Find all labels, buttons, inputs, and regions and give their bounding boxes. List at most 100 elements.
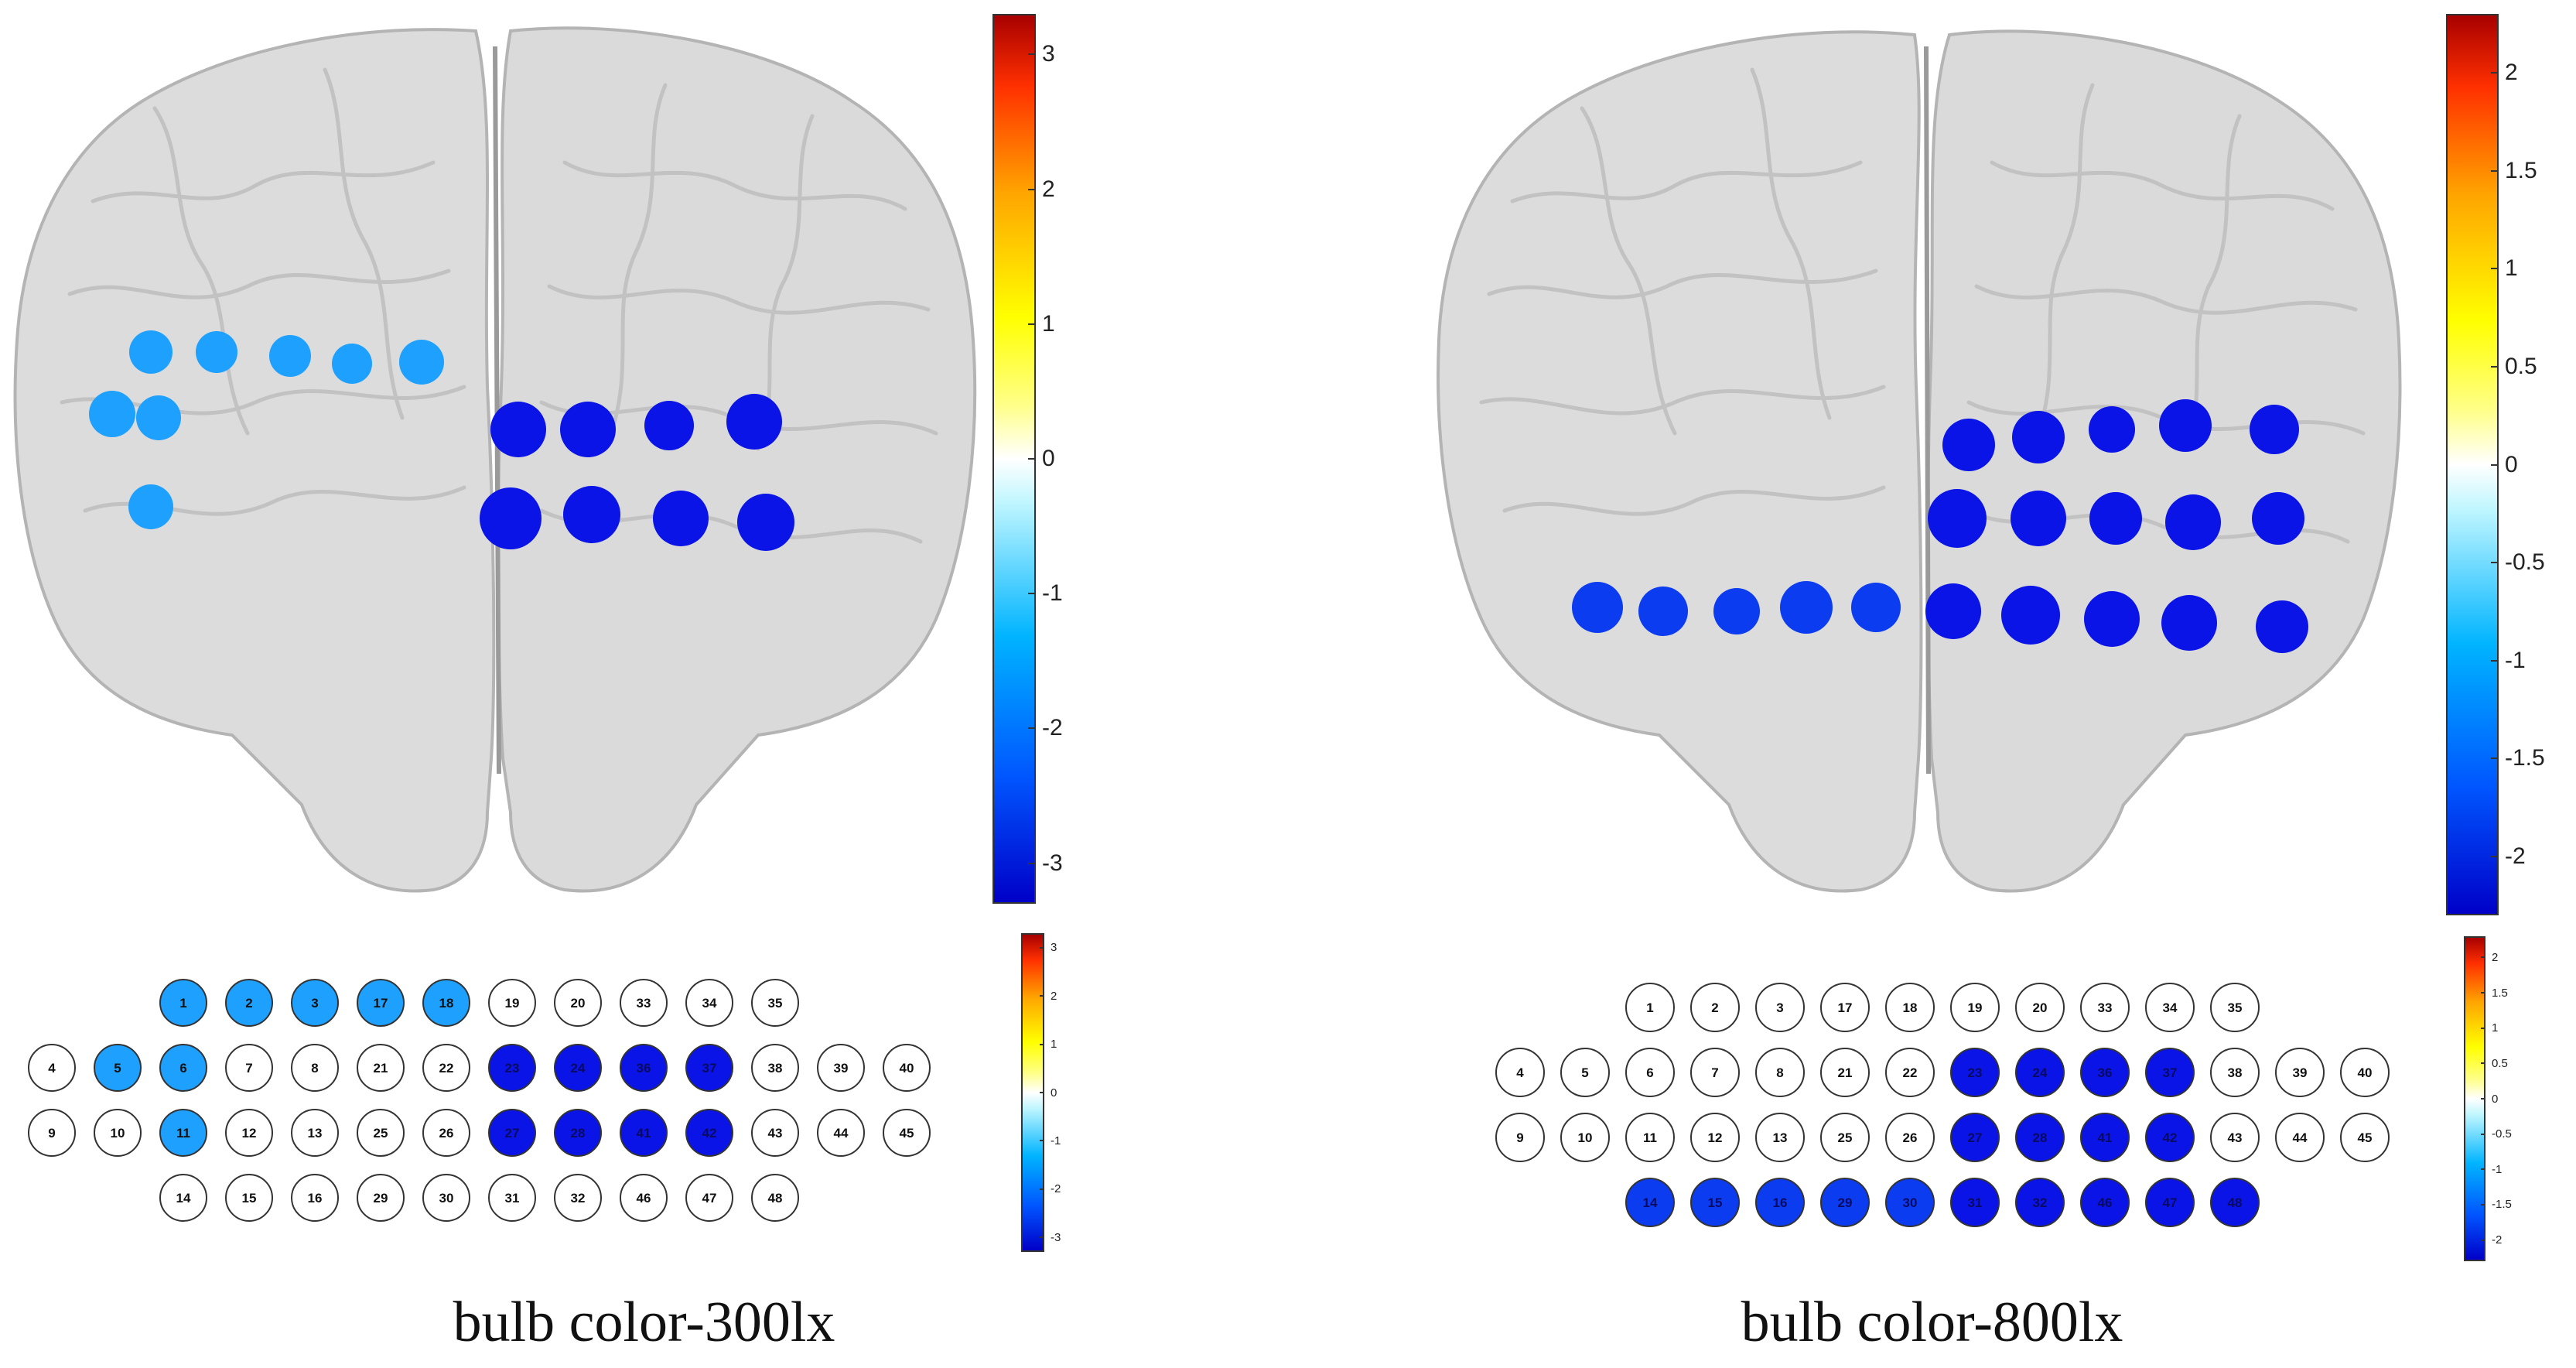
channel-26: [1885, 1113, 1935, 1162]
channel-label: 36: [2098, 1065, 2113, 1080]
channel-label: 33: [637, 996, 651, 1011]
channel-label: 26: [1903, 1130, 1918, 1145]
colorbar-tick: [1040, 1092, 1044, 1093]
channel-label: 16: [308, 1191, 323, 1206]
colorbar-tick-label: 0: [1051, 1086, 1057, 1100]
blob: [2084, 591, 2140, 647]
channel-28: [554, 1109, 602, 1157]
colorbar-tick-label: -1.5: [2505, 745, 2545, 771]
blob: [399, 340, 444, 385]
channel-33: [620, 979, 668, 1027]
channel-grid-300lx: 1 2 3 17 18 19 20 33 34 35 4 5 6 7 8 21 22 23 24 36 37 38 39 40…: [0, 0, 1288, 1315]
channel-37: [2145, 1048, 2195, 1097]
channel-29: [1820, 1178, 1870, 1227]
colorbar-tick: [1028, 53, 1036, 56]
channel-label: 44: [2293, 1130, 2308, 1145]
channel-label: 23: [1968, 1065, 1983, 1080]
channel-17: [1820, 983, 1870, 1032]
channel-3: [291, 979, 339, 1027]
channel-15: [225, 1174, 273, 1222]
colorbar-tick-label: 1: [2492, 1021, 2499, 1035]
channel-35: [751, 979, 799, 1027]
colorbar-tick: [2481, 1239, 2485, 1241]
channel-label: 45: [900, 1126, 914, 1141]
channel-label: 46: [637, 1191, 651, 1206]
colorbar-tick: [2491, 169, 2499, 172]
channel-8: [1755, 1048, 1805, 1097]
colorbar-tick: [2491, 758, 2499, 760]
colorbar-tick: [1040, 995, 1044, 997]
colorbar-tick-label: 0.5: [2505, 353, 2537, 379]
channel-1: [1625, 983, 1675, 1032]
blob: [737, 494, 794, 551]
channel-label: 19: [1968, 1000, 1983, 1015]
channel-14: [1625, 1178, 1675, 1227]
channel-1: [159, 979, 207, 1027]
channel-47: [685, 1174, 733, 1222]
channel-11: [1625, 1113, 1675, 1162]
brain-icon: [13, 26, 977, 893]
channel-label: 29: [1838, 1195, 1853, 1210]
blob: [332, 344, 372, 384]
channel-label: 34: [2163, 1000, 2178, 1015]
blob: [1638, 587, 1688, 636]
colorbar-tick: [2481, 1098, 2485, 1100]
channel-21: [1820, 1048, 1870, 1097]
blob: [1572, 582, 1623, 633]
colorbar-tick: [2481, 1062, 2485, 1065]
activation-blobs: [1572, 399, 2308, 653]
channel-label: 34: [702, 996, 717, 1011]
caption-800lx: bulb color-800lx: [1741, 1291, 2123, 1354]
blob: [128, 484, 173, 529]
channel-label: 28: [2033, 1130, 2048, 1145]
colorbar-tick-label: -2: [2492, 1233, 2503, 1247]
channel-label: 14: [176, 1191, 191, 1206]
channel-label: 24: [571, 1061, 586, 1076]
colorbar-tick: [2481, 1133, 2485, 1135]
channel-36: [2080, 1048, 2130, 1097]
colorbar-tick: [2491, 856, 2499, 858]
blob: [2159, 399, 2212, 452]
channel-label: 47: [702, 1191, 717, 1206]
channel-label: 33: [2098, 1000, 2113, 1015]
channel-34: [685, 979, 733, 1027]
channel-label: 20: [571, 996, 586, 1011]
channel-3: [1755, 983, 1805, 1032]
colorbar-tick: [2481, 1027, 2485, 1029]
channel-32: [2015, 1178, 2065, 1227]
channel-label: 17: [1838, 1000, 1853, 1015]
blob: [1942, 419, 1995, 471]
blob: [2089, 406, 2135, 453]
channel-label: 31: [505, 1191, 520, 1206]
channel-label: 27: [505, 1126, 520, 1141]
colorbar-tick: [1028, 862, 1036, 864]
brain-render-800lx: [1437, 29, 2402, 893]
colorbar-tick-label: 1.5: [2505, 157, 2537, 183]
channel-6: [1625, 1048, 1675, 1097]
colorbar-tick: [1040, 1236, 1044, 1239]
channel-label: 41: [637, 1126, 651, 1141]
channel-28: [2015, 1113, 2065, 1162]
colorbar-gradient: [2446, 14, 2499, 915]
colorbar-tick-label: 0: [2492, 1092, 2499, 1106]
channel-10: [94, 1109, 142, 1157]
channel-7: [225, 1044, 273, 1092]
colorbar-tick-label: -2: [1051, 1182, 1061, 1196]
channel-label: 2: [245, 996, 252, 1011]
channel-label: 37: [2163, 1065, 2178, 1080]
colorbar-tick-label: -2: [2505, 843, 2526, 870]
colorbar-tick-label: 2: [2492, 950, 2499, 964]
channel-25: [357, 1109, 405, 1157]
channel-label: 37: [702, 1061, 717, 1076]
channel-18: [1885, 983, 1935, 1032]
colorbar-tick: [2481, 1203, 2485, 1206]
channel-label: 13: [1773, 1130, 1788, 1145]
channel-label: 1: [1646, 1000, 1653, 1015]
blob: [1925, 583, 1981, 639]
blob: [653, 491, 709, 546]
channel-33: [2080, 983, 2130, 1032]
channel-30: [422, 1174, 470, 1222]
blob: [1851, 583, 1901, 632]
channel-4: [28, 1044, 76, 1092]
channel-6: [159, 1044, 207, 1092]
